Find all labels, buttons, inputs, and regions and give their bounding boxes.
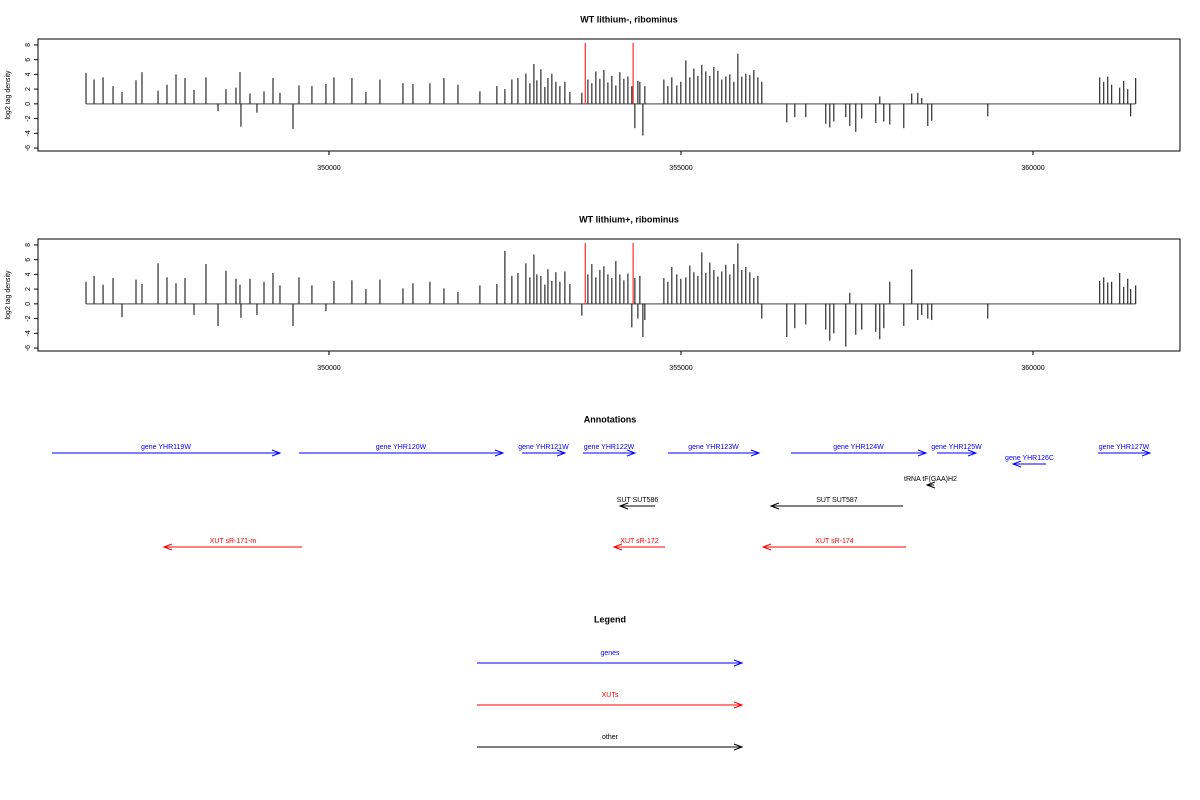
arrow-head xyxy=(1141,449,1152,457)
track-title: WT lithium-, ribominus xyxy=(580,14,678,24)
y-tick-label: -6 xyxy=(25,345,32,351)
arrow-head xyxy=(626,449,637,457)
feature-label: gene YHR120W xyxy=(376,444,427,451)
plot-frame xyxy=(37,238,1181,352)
legend-arrow xyxy=(477,743,744,751)
feature-arrow xyxy=(521,449,567,457)
arrow-head xyxy=(612,543,623,551)
y-tick-label: 8 xyxy=(25,43,32,47)
y-tick-label: 4 xyxy=(25,272,32,276)
arrow-head xyxy=(494,449,505,457)
feature-label: gene YHR125W xyxy=(931,444,982,451)
feature-label: SUT SUT587 xyxy=(816,497,858,504)
feature-label: gene YHR127W xyxy=(1099,444,1150,451)
feature-label: XUT sR-171-m xyxy=(210,538,257,545)
arrow-head xyxy=(162,543,173,551)
feature-arrow xyxy=(667,449,761,457)
feature-label: gene YHR124W xyxy=(833,444,884,451)
y-tick-label: 2 xyxy=(25,87,32,91)
feature-arrow xyxy=(761,543,906,551)
feature-arrow xyxy=(51,449,282,457)
arrow-head xyxy=(769,502,780,510)
y-tick-label: -4 xyxy=(25,130,32,136)
x-tick-label: 350000 xyxy=(317,365,340,372)
y-tick-label: 4 xyxy=(25,72,32,76)
arrow-head xyxy=(925,481,936,489)
x-tick-label: 360000 xyxy=(1021,165,1044,172)
feature-label: gene YHR122W xyxy=(584,444,635,451)
feature-arrow xyxy=(618,502,656,510)
annotations-title: Annotations xyxy=(584,414,637,424)
feature-label: tRNA tF(GAA)H2 xyxy=(904,476,957,483)
y-tick-label: 0 xyxy=(25,102,32,106)
legend-title: Legend xyxy=(594,614,626,624)
y-tick-label: -2 xyxy=(25,115,32,121)
feature-arrow xyxy=(1097,449,1152,457)
feature-arrow xyxy=(298,449,505,457)
y-tick-label: -4 xyxy=(25,330,32,336)
arrow-head xyxy=(271,449,282,457)
x-tick-label: 350000 xyxy=(317,165,340,172)
arrow-head xyxy=(556,449,567,457)
feature-arrow xyxy=(769,502,903,510)
legend-arrow xyxy=(477,659,744,667)
feature-arrow xyxy=(790,449,928,457)
arrow-head xyxy=(917,449,928,457)
y-tick-label: -2 xyxy=(25,315,32,321)
arrow-head xyxy=(733,743,744,751)
y-tick-label: 6 xyxy=(25,58,32,62)
y-axis-label: log2 tag density xyxy=(5,270,12,320)
feature-label: gene YHR119W xyxy=(141,444,191,451)
feature-label: gene YHR121W xyxy=(518,444,569,451)
feature-label: gene YHR123W xyxy=(688,444,739,451)
plot-frame xyxy=(37,38,1181,152)
y-axis-label: log2 tag density xyxy=(5,70,12,120)
feature-label: SUT SUT586 xyxy=(617,497,659,504)
feature-arrow xyxy=(925,481,936,489)
feature-arrow xyxy=(582,449,637,457)
y-tick-label: 8 xyxy=(25,243,32,247)
x-tick-label: 355000 xyxy=(669,365,692,372)
y-tick-label: 6 xyxy=(25,258,32,262)
y-tick-label: -6 xyxy=(25,145,32,151)
track-title: WT lithium+, ribominus xyxy=(579,214,679,224)
arrow-head xyxy=(618,502,629,510)
x-tick-label: 360000 xyxy=(1021,365,1044,372)
x-tick-label: 355000 xyxy=(669,165,692,172)
arrow-head xyxy=(750,449,761,457)
arrow-head xyxy=(967,449,978,457)
arrow-head xyxy=(733,659,744,667)
y-tick-label: 0 xyxy=(25,302,32,306)
legend-arrow xyxy=(477,701,744,709)
feature-label: XUT sR-174 xyxy=(815,538,853,545)
feature-arrow xyxy=(612,543,666,551)
legend-label: XUTs xyxy=(602,692,619,699)
legend-label: other xyxy=(602,734,619,741)
feature-arrow xyxy=(936,449,978,457)
feature-arrow xyxy=(1011,460,1047,468)
arrow-head xyxy=(1011,460,1022,468)
legend-label: genes xyxy=(600,650,620,657)
feature-arrow xyxy=(162,543,302,551)
feature-label: gene YHR126C xyxy=(1005,455,1054,462)
feature-label: XUT sR-172 xyxy=(620,538,658,545)
arrow-head xyxy=(761,543,772,551)
y-tick-label: 2 xyxy=(25,287,32,291)
arrow-head xyxy=(733,701,744,709)
